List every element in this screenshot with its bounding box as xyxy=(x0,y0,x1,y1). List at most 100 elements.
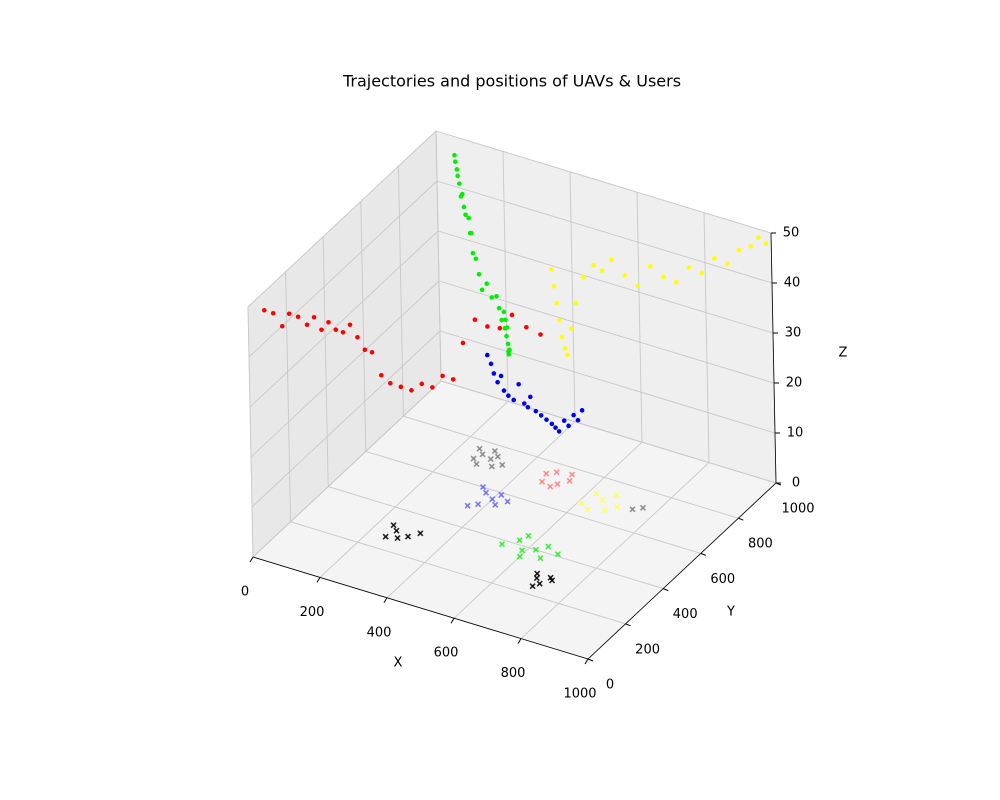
user-marker-stroke xyxy=(417,530,424,537)
user-marker xyxy=(537,555,544,562)
trajectory-point xyxy=(566,423,571,429)
user-marker-stroke xyxy=(533,575,540,582)
user-marker xyxy=(473,461,480,468)
user-marker-stroke xyxy=(578,499,585,507)
user-marker-stroke xyxy=(516,553,523,560)
user-marker xyxy=(382,533,389,540)
user-marker-stroke xyxy=(537,555,544,562)
trajectory-point xyxy=(455,173,461,179)
grid-line xyxy=(453,441,643,619)
trajectory-point xyxy=(506,393,511,399)
user-marker xyxy=(499,461,506,469)
trajectory-point xyxy=(673,279,679,285)
trajectory-point xyxy=(763,241,769,247)
user-marker-stroke xyxy=(529,583,536,590)
grid xyxy=(247,130,777,660)
grid-line xyxy=(249,230,439,408)
user-marker-stroke xyxy=(554,551,561,558)
user-marker xyxy=(470,455,477,462)
user-marker xyxy=(584,506,591,513)
grid-line xyxy=(319,401,509,578)
trajectory-point xyxy=(295,314,301,320)
trajectory-point xyxy=(549,421,555,427)
user-marker-stroke xyxy=(390,522,397,529)
trajectory-point xyxy=(579,408,585,413)
trajectory-point xyxy=(463,212,468,218)
trajectory-point xyxy=(609,257,614,263)
user-marker xyxy=(547,483,554,490)
trajectory-point xyxy=(326,319,331,325)
user-marker xyxy=(487,456,494,463)
trajectory-point xyxy=(503,317,508,323)
trajectory-point xyxy=(548,267,554,272)
z-tick-label: 20 xyxy=(786,376,803,391)
user-marker xyxy=(464,502,471,509)
trajectory-point xyxy=(469,230,474,236)
trajectory-point xyxy=(494,293,499,299)
trajectory-point xyxy=(562,346,568,351)
y-axis-label: Y xyxy=(726,605,735,620)
panes xyxy=(247,130,777,660)
user-marker-stroke xyxy=(479,451,486,458)
user-marker-stroke xyxy=(498,541,506,548)
user-marker-stroke xyxy=(554,480,561,488)
trajectory-point xyxy=(454,167,460,172)
z-tick-label: 30 xyxy=(785,326,802,341)
user-marker xyxy=(516,537,523,544)
y-tick-label: 800 xyxy=(748,537,773,552)
grid-line xyxy=(403,415,739,519)
trajectory-point xyxy=(388,381,393,386)
trajectory-point xyxy=(452,152,457,158)
user-marker xyxy=(538,478,546,485)
trajectory-point xyxy=(466,215,471,221)
y-tick-label: 600 xyxy=(710,572,735,587)
user-marker xyxy=(394,534,401,542)
user-marker-stroke xyxy=(393,527,400,534)
user-marker-stroke xyxy=(479,484,487,491)
trajectory-point xyxy=(568,326,574,331)
user-marker xyxy=(529,583,536,590)
user-marker xyxy=(639,504,647,511)
trajectory-point xyxy=(379,372,384,378)
x-tick xyxy=(450,617,455,624)
user-marker xyxy=(479,484,487,491)
user-marker-stroke xyxy=(592,490,600,497)
user-marker-stroke xyxy=(547,574,554,581)
trajectory-point xyxy=(591,263,596,268)
trajectory-point xyxy=(725,261,730,267)
user-marker xyxy=(404,533,412,540)
trajectory-point xyxy=(460,191,465,197)
grid-line xyxy=(365,450,701,554)
trajectory-point xyxy=(470,250,476,256)
trajectory-point xyxy=(262,307,267,313)
trajectory-point xyxy=(501,388,507,393)
user-marker-stroke xyxy=(534,570,541,577)
y-tick xyxy=(587,658,594,662)
trajectory-point xyxy=(286,311,292,317)
axis-line xyxy=(587,482,777,660)
trajectory-point xyxy=(488,361,494,367)
trajectory-point xyxy=(495,379,500,385)
trajectory-point xyxy=(473,256,479,262)
trajectory-point xyxy=(622,273,627,278)
x-axis-label: X xyxy=(394,656,403,671)
trajectory-point xyxy=(516,381,521,387)
user-marker xyxy=(543,470,550,477)
user-marker xyxy=(488,463,495,470)
grid-line xyxy=(247,306,254,558)
trajectory-point xyxy=(311,314,317,320)
trajectory-point xyxy=(398,384,404,390)
user-marker xyxy=(519,547,526,554)
trajectory-point xyxy=(499,317,504,323)
user-marker-stroke xyxy=(494,453,501,460)
user-marker xyxy=(601,507,608,514)
trajectory-point xyxy=(599,268,605,273)
trajectory-point xyxy=(755,235,761,240)
user-marker xyxy=(578,499,585,507)
user-marker xyxy=(629,506,636,513)
x-tick-label: 800 xyxy=(501,666,526,681)
user-marker-stroke xyxy=(382,533,389,540)
user-marker xyxy=(393,527,400,534)
trajectory-point xyxy=(538,332,543,337)
